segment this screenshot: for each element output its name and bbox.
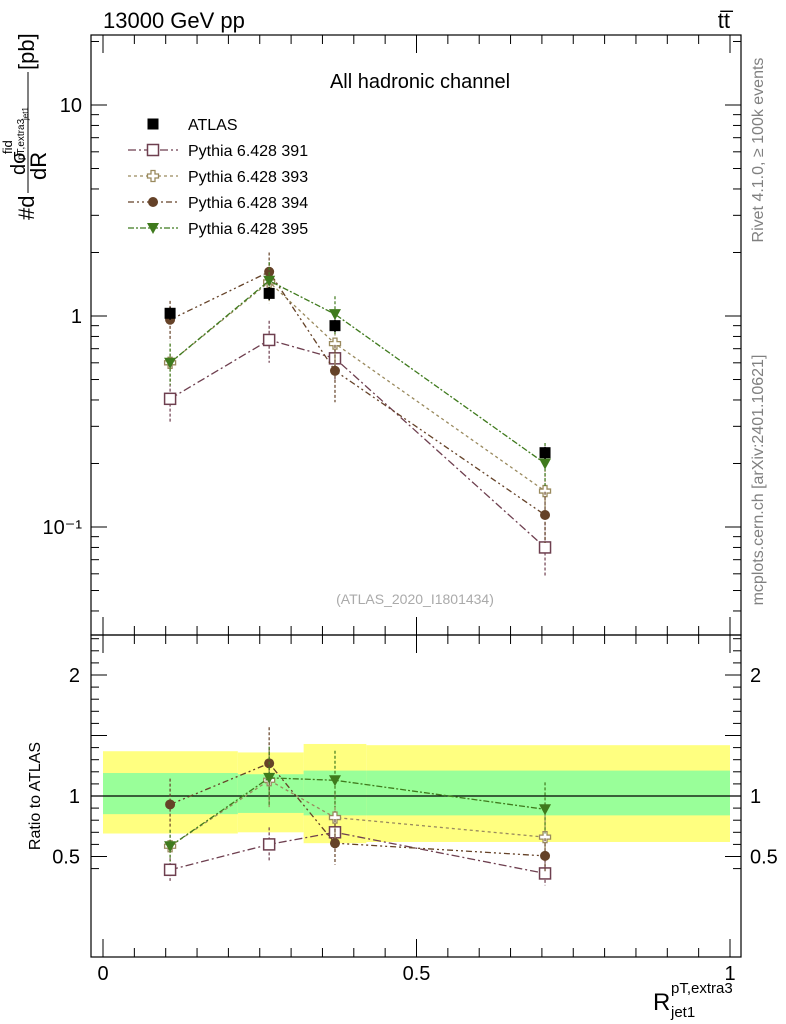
main-point xyxy=(540,509,551,520)
main-y-axis-label: #d dσ fid pT,extra3 jet1 dR [pb] xyxy=(0,33,51,220)
main-series-pythia-6-428-391 xyxy=(163,320,552,577)
atlas-point xyxy=(164,307,176,319)
main-series-pythia-6-428-394 xyxy=(165,252,551,543)
x-tick-label: 0.5 xyxy=(403,963,431,985)
legend-entry: Pythia 6.428 393 xyxy=(128,169,308,186)
ratio-point xyxy=(329,838,340,849)
ratio-series-line xyxy=(169,779,546,847)
ratio-point xyxy=(262,838,276,851)
ratio-point xyxy=(539,804,552,816)
main-series-line xyxy=(169,339,546,548)
main-series-line xyxy=(169,270,546,516)
main-series-atlas xyxy=(164,287,551,460)
ratio-point xyxy=(163,863,177,877)
ratio-markers xyxy=(163,727,552,886)
legend-entry: Pythia 6.428 391 xyxy=(128,143,308,160)
main-point xyxy=(328,309,341,321)
x-ticks: 0 0.5 1 xyxy=(97,35,736,985)
ratio-series-pythia-6-428-395 xyxy=(164,746,552,862)
atlas-point xyxy=(539,447,551,459)
ratio-y-tick-label: 0.5 xyxy=(52,847,80,869)
rivet-label: Rivet 4.1.0, ≥ 100k events xyxy=(750,58,767,243)
ratio-point xyxy=(263,772,276,784)
main-series-pythia-6-428-393 xyxy=(163,263,552,516)
main-point xyxy=(328,337,342,350)
x-axis-label: R pT,extra3 jet1 xyxy=(653,980,733,1021)
ratio-y-ticks: 2 2 1 1 0.5 0.5 xyxy=(52,638,778,870)
source-label: mcplots.cern.ch [arXiv:2401.10621] xyxy=(750,355,767,606)
legend-label: Pythia 6.428 391 xyxy=(188,143,308,160)
main-point xyxy=(264,266,275,277)
main-y-ticks: 10 1 10⁻¹ xyxy=(43,40,741,612)
legend-marker xyxy=(148,197,158,207)
ratio-y-tick-label: 1 xyxy=(69,786,80,808)
main-point xyxy=(329,365,340,376)
svg-text:dσ: dσ xyxy=(8,151,30,175)
ratio-point xyxy=(328,775,341,787)
legend-marker xyxy=(146,169,160,183)
svg-text:dR: dR xyxy=(26,152,51,180)
main-y-tick-label: 10⁻¹ xyxy=(43,517,83,539)
main-point xyxy=(539,458,552,470)
legend-entry: Pythia 6.428 395 xyxy=(128,221,308,238)
svg-text:#d: #d xyxy=(14,196,39,220)
ratio-series-line xyxy=(169,762,546,857)
x-tick-label: 0 xyxy=(97,963,108,985)
ratio-y-tick-label-right: 1 xyxy=(750,786,761,808)
main-point xyxy=(263,275,276,287)
main-point xyxy=(163,392,177,406)
ratio-point xyxy=(538,830,552,844)
svg-text:[pb]: [pb] xyxy=(14,33,39,70)
ratio-point xyxy=(328,811,342,824)
energy-label: 13000 GeV pp xyxy=(103,8,245,33)
legend-marker xyxy=(147,223,159,234)
legend-label: ATLAS xyxy=(188,117,238,134)
svg-text:jet1: jet1 xyxy=(670,1004,695,1021)
legend-marker xyxy=(146,143,160,157)
main-markers xyxy=(163,252,552,577)
ratio-panel: 2 21 10.5 0.5 0 0.5 1 xyxy=(52,35,778,985)
svg-text:fid: fid xyxy=(0,140,15,154)
main-point xyxy=(262,333,276,347)
x-tick-label: 1 xyxy=(724,963,735,985)
main-y-tick-label: 1 xyxy=(71,306,82,328)
legend-label: Pythia 6.428 395 xyxy=(188,221,308,238)
ratio-series-line xyxy=(169,831,546,875)
main-series-pythia-6-428-395 xyxy=(164,262,552,487)
svg-text:jet1: jet1 xyxy=(21,107,30,121)
ratio-point xyxy=(165,799,176,810)
atlas-point xyxy=(263,287,275,299)
main-panel: 10 1 10⁻¹ All hadronic channel (ATLAS_2020… xyxy=(43,34,742,636)
main-point xyxy=(164,357,177,369)
analysis-watermark: (ATLAS_2020_I1801434) xyxy=(336,591,494,607)
chart-title: All hadronic channel xyxy=(330,71,510,93)
main-point xyxy=(538,541,552,554)
legend-entry: ATLAS xyxy=(147,117,238,134)
main-series-line xyxy=(169,279,546,465)
ratio-y-axis-label: Ratio to ATLAS xyxy=(27,742,44,850)
ratio-point xyxy=(538,867,552,880)
process-label: tt̅ xyxy=(718,8,734,33)
legend: ATLAS Pythia 6.428 391 Pythia 6.428 393 Pyt… xyxy=(128,117,308,238)
main-point xyxy=(538,484,552,498)
ratio-series-line xyxy=(169,777,546,847)
main-y-tick-label: 10 xyxy=(60,95,82,117)
svg-text:pT,extra3: pT,extra3 xyxy=(16,118,27,160)
ratio-y-tick-label-right: 0.5 xyxy=(750,847,778,869)
legend-entry: Pythia 6.428 394 xyxy=(128,195,308,212)
svg-text:R: R xyxy=(653,989,670,1016)
legend-label: Pythia 6.428 394 xyxy=(188,195,308,212)
svg-text:pT,extra3: pT,extra3 xyxy=(671,980,733,997)
legend-marker xyxy=(147,118,159,130)
atlas-point xyxy=(329,320,341,332)
ratio-y-tick-label-right: 2 xyxy=(750,665,761,687)
ratio-y-tick-label: 2 xyxy=(69,665,80,687)
legend-label: Pythia 6.428 393 xyxy=(188,169,308,186)
ratio-point xyxy=(164,841,177,853)
ratio-point xyxy=(540,850,551,861)
